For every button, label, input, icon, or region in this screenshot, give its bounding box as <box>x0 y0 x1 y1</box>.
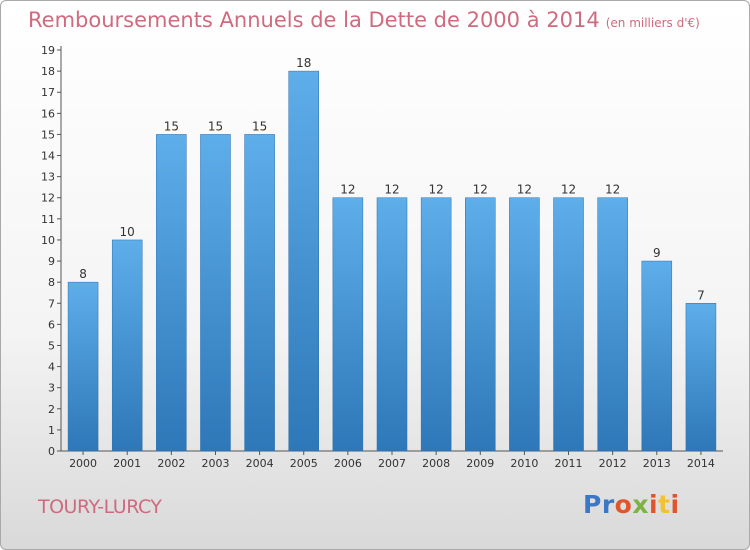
data-label: 12 <box>384 183 399 197</box>
y-tick-label: 16 <box>41 107 55 120</box>
x-tick-label: 2007 <box>378 457 406 470</box>
bar <box>288 70 319 452</box>
bar <box>553 197 584 452</box>
y-tick-label: 8 <box>48 276 55 289</box>
y-tick-label: 14 <box>41 150 55 163</box>
y-tick-label: 5 <box>48 339 55 352</box>
chart-title-text: Remboursements Annuels de la Dette de 20… <box>28 8 600 32</box>
y-tick-label: 9 <box>48 255 55 268</box>
bar <box>244 134 275 452</box>
y-tick-label: 6 <box>48 318 55 331</box>
x-tick-label: 2006 <box>334 457 362 470</box>
y-tick-label: 0 <box>48 445 55 458</box>
logo-letter: P <box>583 490 602 519</box>
chart-title: Remboursements Annuels de la Dette de 20… <box>28 8 700 32</box>
data-label: 18 <box>296 56 311 70</box>
data-label: 12 <box>340 183 355 197</box>
y-tick-label: 12 <box>41 192 55 205</box>
y-tick-label: 11 <box>41 213 55 226</box>
chart-labels: 2000 8 2001 10 2002 15 2003 15 2004 15 2005 18 2006 1… <box>69 56 715 470</box>
x-tick-label: 2004 <box>246 457 274 470</box>
y-tick-label: 7 <box>48 297 55 310</box>
y-tick-label: 15 <box>41 128 55 141</box>
y-tick-label: 19 <box>41 44 55 57</box>
x-tick-label: 2012 <box>599 457 627 470</box>
logo-letter: i <box>649 490 659 519</box>
x-tick-label: 2010 <box>510 457 538 470</box>
bar <box>111 239 143 452</box>
data-label: 7 <box>697 288 705 302</box>
commune-name: TOURY-LURCY <box>38 496 162 518</box>
y-tick-label: 10 <box>41 234 55 247</box>
bar <box>641 260 673 452</box>
y-tick-label: 3 <box>48 382 55 395</box>
data-label: 10 <box>120 225 135 239</box>
bar <box>156 134 187 452</box>
data-label: 15 <box>208 119 223 133</box>
y-tick-label: 2 <box>48 403 55 416</box>
x-tick-label: 2005 <box>290 457 318 470</box>
data-label: 12 <box>428 183 443 197</box>
bar <box>465 197 496 452</box>
proxiti-logo[interactable]: Proxiti <box>583 490 680 519</box>
y-tick-label: 13 <box>41 171 55 184</box>
logo-letter: r <box>601 490 615 519</box>
bar <box>597 197 628 452</box>
x-tick-label: 2014 <box>687 457 715 470</box>
y-tick-label: 17 <box>41 86 55 99</box>
data-label: 15 <box>252 119 267 133</box>
y-tick-label: 4 <box>48 361 55 374</box>
bar <box>376 197 408 452</box>
bar <box>67 281 99 452</box>
x-tick-label: 2009 <box>466 457 494 470</box>
bar <box>200 134 231 452</box>
chart-unit-label: (en milliers d'€) <box>605 16 700 30</box>
x-tick-label: 2000 <box>69 457 97 470</box>
data-label: 12 <box>473 183 488 197</box>
x-tick-label: 2011 <box>555 457 583 470</box>
data-label: 12 <box>561 183 576 197</box>
data-label: 9 <box>653 246 661 260</box>
data-label: 15 <box>164 119 179 133</box>
bar <box>332 197 364 452</box>
logo-letter: x <box>632 490 649 519</box>
logo-letter: i <box>670 490 680 519</box>
x-tick-label: 2013 <box>643 457 671 470</box>
x-tick-label: 2002 <box>157 457 185 470</box>
data-label: 12 <box>605 183 620 197</box>
x-tick-label: 2003 <box>201 457 229 470</box>
bar <box>509 197 540 452</box>
bar <box>420 197 452 452</box>
y-tick-label: 18 <box>41 65 55 78</box>
logo-letter: t <box>658 490 671 519</box>
chart-bars <box>67 70 717 452</box>
logo-letter: o <box>614 490 633 519</box>
data-label: 12 <box>517 183 532 197</box>
bar <box>685 303 717 452</box>
x-tick-label: 2001 <box>113 457 141 470</box>
y-tick-label: 1 <box>48 424 55 437</box>
x-tick-label: 2008 <box>422 457 450 470</box>
data-label: 8 <box>79 267 87 281</box>
